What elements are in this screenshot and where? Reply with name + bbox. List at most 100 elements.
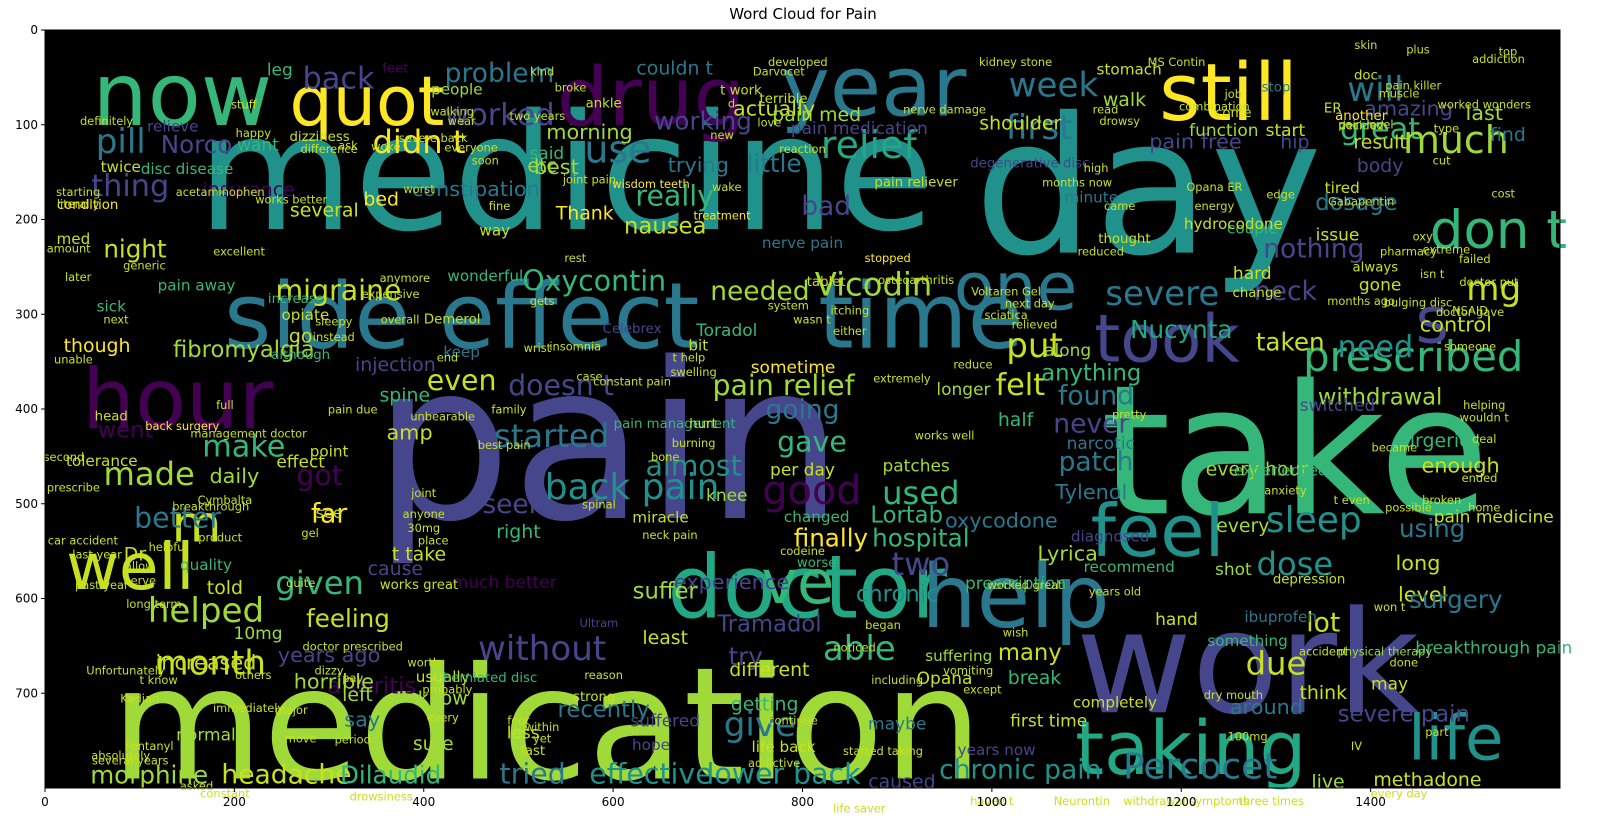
word: tablet bbox=[807, 275, 846, 290]
word: best bbox=[534, 155, 579, 179]
word: isn t bbox=[1420, 267, 1445, 281]
word: continue bbox=[768, 714, 818, 728]
word: one bbox=[954, 248, 1077, 326]
word: instead bbox=[313, 330, 355, 344]
word: great bbox=[1340, 112, 1420, 147]
word: may bbox=[1371, 674, 1408, 694]
word: result bbox=[1353, 131, 1406, 153]
word: quot bbox=[289, 63, 444, 142]
word: generic bbox=[123, 259, 166, 273]
word: able bbox=[823, 629, 896, 669]
word: either bbox=[833, 324, 867, 338]
word: head bbox=[95, 409, 128, 424]
word: Norco bbox=[161, 130, 233, 159]
word: worth bbox=[407, 656, 440, 670]
word: ibuprofen bbox=[1244, 608, 1317, 626]
word: without bbox=[478, 629, 606, 669]
word: completely bbox=[1073, 693, 1157, 711]
x-tick-label: 0 bbox=[41, 795, 49, 809]
word: depression bbox=[1273, 572, 1346, 587]
word: way bbox=[479, 222, 510, 240]
word: neck bbox=[1254, 276, 1318, 307]
word: new bbox=[710, 128, 734, 142]
word: severe back bbox=[399, 131, 468, 145]
word: next day bbox=[1005, 297, 1055, 311]
word: rest bbox=[564, 251, 586, 265]
word: day bbox=[974, 77, 1322, 298]
word: chronic pain bbox=[939, 755, 1101, 786]
word: osteoarthritis bbox=[878, 273, 954, 287]
word: hip bbox=[1280, 131, 1309, 153]
word: pill bbox=[96, 122, 146, 162]
word: ER bbox=[1324, 101, 1342, 116]
word: strong bbox=[573, 690, 615, 705]
word: go bbox=[289, 326, 313, 348]
word: feet bbox=[382, 62, 408, 77]
word: insomnia bbox=[549, 339, 601, 353]
word: along bbox=[1044, 341, 1091, 361]
word: right bbox=[496, 521, 540, 543]
word: changed bbox=[784, 508, 850, 526]
word: severe bbox=[1105, 274, 1219, 314]
word: half bbox=[998, 409, 1035, 431]
word: pain due bbox=[328, 403, 378, 417]
word: Oxycontin bbox=[522, 265, 666, 298]
word: starting bbox=[56, 185, 100, 199]
word: Gabapentin bbox=[1328, 194, 1394, 208]
word: med bbox=[57, 230, 91, 248]
word: left bbox=[342, 684, 373, 706]
word: week bbox=[1009, 65, 1099, 105]
word: first bbox=[1006, 108, 1073, 148]
word: plus bbox=[1406, 43, 1430, 57]
word: hour bbox=[82, 351, 274, 448]
y-tick-label: 700 bbox=[15, 686, 38, 700]
word: relieved bbox=[1012, 317, 1058, 331]
word: still bbox=[1159, 46, 1298, 139]
word: doctor prescribed bbox=[303, 640, 403, 654]
y-tick-label: 100 bbox=[15, 118, 38, 132]
word: definitely bbox=[80, 114, 133, 128]
word: dosage bbox=[1315, 190, 1397, 216]
word: effect bbox=[276, 453, 325, 473]
word: helped bbox=[148, 591, 264, 631]
word: deal bbox=[1472, 432, 1496, 446]
word: within bbox=[525, 720, 560, 734]
word: absolutely bbox=[91, 749, 150, 763]
word: well bbox=[66, 530, 194, 605]
word: sure bbox=[413, 733, 454, 755]
word: issue bbox=[1316, 225, 1360, 245]
word: broken bbox=[1422, 493, 1461, 507]
word: someone bbox=[1444, 339, 1496, 353]
word: amazing bbox=[1364, 96, 1453, 120]
x-axis: 0 200 400 600 800 1000 1200 1400 bbox=[41, 788, 1386, 809]
word: disc disease bbox=[141, 160, 234, 178]
word: tired bbox=[1325, 179, 1360, 197]
word: wrist bbox=[524, 341, 552, 355]
word: Toradol bbox=[695, 321, 757, 341]
word: 100mg bbox=[1227, 730, 1267, 744]
word: back surgery bbox=[145, 419, 219, 433]
word: Opana bbox=[917, 669, 973, 689]
word: love bbox=[757, 116, 781, 130]
word: every bbox=[427, 711, 459, 725]
word: shot bbox=[1215, 560, 1252, 580]
word: helpful bbox=[149, 540, 188, 554]
word: itching bbox=[830, 303, 869, 317]
word: took bbox=[1094, 300, 1240, 378]
word: t take bbox=[392, 544, 446, 566]
word: d bbox=[728, 97, 735, 111]
word: unable bbox=[54, 353, 93, 367]
word: failed bbox=[1459, 252, 1491, 266]
word: t know bbox=[140, 673, 178, 687]
word: stomach bbox=[1097, 61, 1162, 79]
word: patch bbox=[1059, 447, 1134, 478]
word: Dilaudid bbox=[340, 760, 441, 789]
word: really bbox=[635, 179, 714, 212]
word: gel bbox=[301, 526, 318, 540]
word: now bbox=[92, 44, 272, 146]
word: anyone bbox=[403, 507, 445, 521]
word: Vicodin bbox=[815, 265, 932, 303]
word: wear bbox=[448, 114, 476, 128]
word: accident bbox=[1299, 644, 1348, 658]
